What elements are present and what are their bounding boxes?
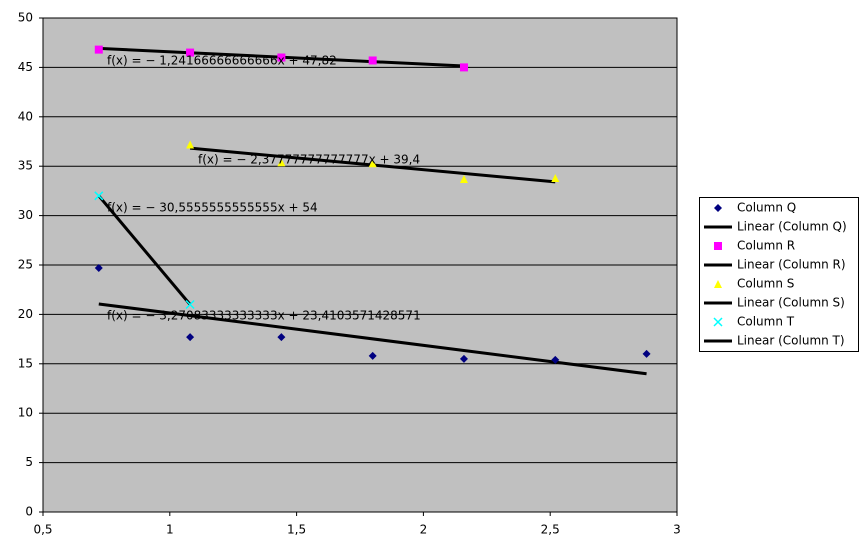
- x-tick-label: 1,5: [287, 523, 306, 537]
- point: [94, 45, 103, 54]
- point: [459, 354, 468, 363]
- legend-box: [699, 197, 859, 352]
- point: [551, 174, 560, 183]
- legend-label: Column R: [737, 239, 795, 253]
- legend-marker: [714, 242, 722, 250]
- y-tick-label: 35: [18, 159, 33, 173]
- point: [277, 53, 286, 62]
- point: [277, 158, 286, 167]
- legend-label: Column S: [737, 277, 794, 291]
- point: [277, 333, 286, 342]
- point: [94, 191, 104, 201]
- y-tick-label: 30: [18, 208, 33, 222]
- y-tick-label: 10: [18, 406, 33, 420]
- point: [368, 56, 377, 65]
- point: [186, 48, 195, 57]
- legend-label: Column Q: [737, 201, 796, 215]
- legend-label: Linear (Column R): [737, 258, 846, 272]
- point: [459, 175, 468, 184]
- trend-equation: f(x) = − 3,27083333333333x + 23,41035714…: [107, 309, 421, 323]
- point: [368, 351, 377, 360]
- y-tick-label: 5: [25, 455, 33, 469]
- point: [94, 263, 103, 272]
- trend-equation: f(x) = − 2,37777777777777x + 39,4: [198, 153, 420, 167]
- trend-line: [97, 194, 192, 306]
- trend-equation: f(x) = − 1,24166666666666x + 47,82: [107, 54, 337, 68]
- legend-label: Linear (Column Q): [737, 220, 847, 234]
- point: [368, 159, 377, 168]
- y-tick-label: 45: [18, 60, 33, 74]
- y-tick-label: 25: [18, 258, 33, 272]
- legend-marker: [714, 280, 722, 288]
- y-tick-label: 15: [18, 356, 33, 370]
- y-tick-label: 0: [25, 505, 33, 519]
- legend-marker: [713, 317, 723, 327]
- point: [186, 333, 195, 342]
- legend-label: Linear (Column S): [737, 296, 845, 310]
- x-tick-label: 0,5: [33, 523, 52, 537]
- legend-label: Column T: [737, 315, 795, 329]
- trend-equation: f(x) = − 30,5555555555555x + 54: [107, 201, 318, 215]
- x-tick-label: 3: [673, 523, 681, 537]
- x-tick-label: 2: [420, 523, 428, 537]
- y-tick-label: 20: [18, 307, 33, 321]
- point: [642, 349, 651, 358]
- x-tick-label: 2,5: [541, 523, 560, 537]
- legend-marker: [714, 204, 722, 212]
- x-tick-label: 1: [166, 523, 174, 537]
- point: [186, 140, 195, 149]
- point: [551, 355, 560, 364]
- y-tick-label: 40: [18, 109, 33, 123]
- point: [459, 63, 468, 72]
- point: [185, 299, 195, 310]
- legend-label: Linear (Column T): [737, 334, 845, 348]
- y-tick-label: 50: [18, 11, 33, 25]
